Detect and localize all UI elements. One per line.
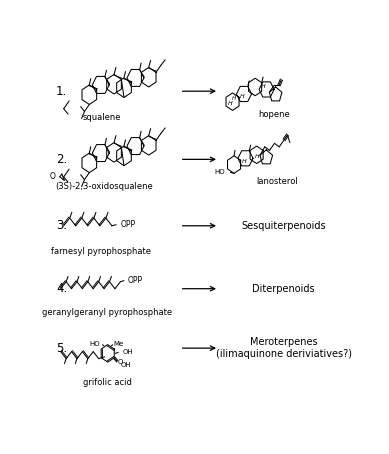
Text: 3.: 3. xyxy=(56,219,67,232)
Text: (3S)-2,3-oxidosqualene: (3S)-2,3-oxidosqualene xyxy=(56,182,153,191)
Text: O: O xyxy=(50,173,56,181)
Text: Diterpenoids: Diterpenoids xyxy=(252,284,315,294)
Text: squalene: squalene xyxy=(82,113,121,122)
Text: Meroterpenes
(ilimaquinone deriviatives?): Meroterpenes (ilimaquinone deriviatives?… xyxy=(216,337,352,359)
Text: O: O xyxy=(118,359,123,365)
Text: geranylgeranyl pyrophosphate: geranylgeranyl pyrophosphate xyxy=(42,308,172,317)
Text: H: H xyxy=(261,84,266,89)
Text: farnesyl pyrophosphate: farnesyl pyrophosphate xyxy=(51,247,151,257)
Text: Me: Me xyxy=(113,341,123,347)
Text: HO: HO xyxy=(214,168,225,175)
Text: OH: OH xyxy=(123,349,133,355)
Text: 5.: 5. xyxy=(56,341,67,355)
Text: hopene: hopene xyxy=(258,110,290,119)
Text: OPP: OPP xyxy=(120,220,135,228)
Text: Ĥ: Ĥ xyxy=(232,96,236,101)
Text: HO: HO xyxy=(90,341,100,347)
Text: OPP: OPP xyxy=(128,276,143,285)
Text: OH: OH xyxy=(121,362,131,369)
Text: grifolic acid: grifolic acid xyxy=(83,378,132,387)
Text: 4.: 4. xyxy=(56,282,67,295)
Text: lanosterol: lanosterol xyxy=(256,177,298,186)
Text: H: H xyxy=(255,154,259,159)
Text: H: H xyxy=(228,101,233,106)
Text: 2.: 2. xyxy=(56,153,67,166)
Text: H: H xyxy=(240,94,245,99)
Text: H: H xyxy=(242,158,246,163)
Text: Sesquiterpenoids: Sesquiterpenoids xyxy=(242,221,326,231)
Text: 1.: 1. xyxy=(56,85,67,98)
